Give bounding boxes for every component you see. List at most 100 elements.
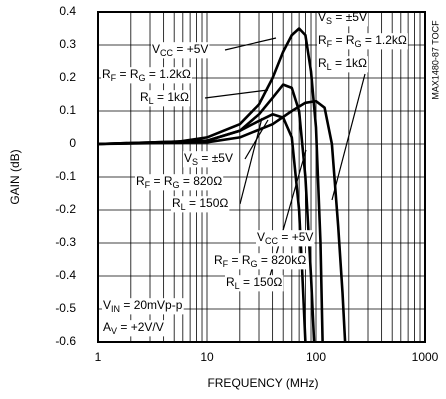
gain-curve: [97, 99, 347, 343]
annotation: RL = 1kΩ: [140, 90, 189, 106]
annotation-background: [256, 230, 315, 247]
y-tick-label: 0.4: [59, 4, 76, 18]
annotation-background: [101, 67, 192, 84]
annotation-text: = +2V/V: [117, 320, 164, 334]
annotation: VIN = 20mVp-p: [103, 298, 183, 314]
annotation: RF = RG = 820kΩ: [214, 253, 306, 269]
y-tick-label: -0.4: [55, 268, 76, 282]
subscript: CC: [265, 236, 278, 246]
annotation-text: = 20mVp-p: [120, 298, 183, 312]
annotation-text: A: [103, 320, 111, 334]
y-tick-label: -0.1: [55, 169, 76, 183]
annotation-background: [102, 320, 165, 337]
subscript: F: [223, 259, 229, 269]
annotation-background: [213, 253, 308, 270]
annotation-background: [317, 10, 368, 27]
subscript: CC: [160, 48, 173, 58]
annotation-background: [225, 275, 284, 292]
y-tick-label: 0.2: [59, 70, 76, 84]
subscript: L: [327, 62, 332, 72]
annotation: RF = RG = 820Ω: [136, 174, 222, 190]
annotation: RF = RG = 1.2kΩ: [102, 67, 191, 83]
annotation-text: V: [318, 10, 326, 24]
annotation-background: [151, 42, 210, 59]
annotation: VS = ±5V: [184, 151, 233, 167]
annotation-background: [139, 90, 191, 107]
annotation-text: V: [152, 42, 160, 56]
y-tick-label: -0.6: [55, 334, 76, 348]
subscript: V: [111, 326, 117, 336]
x-tick-label: 100: [306, 350, 326, 364]
x-tick-label: 10: [200, 350, 214, 364]
annotation: VS = ±5V: [318, 10, 367, 26]
annotation-text: = 1kΩ: [332, 56, 367, 70]
subscript: G: [355, 39, 362, 49]
annotation-text: R: [102, 67, 111, 81]
subscript: S: [192, 157, 198, 167]
annotation-text: = R: [332, 33, 355, 47]
annotation-background: [102, 298, 184, 315]
annotation: RF = RG = 1.2kΩ: [318, 33, 407, 49]
subscript: F: [327, 39, 333, 49]
annotation-text: V: [184, 151, 192, 165]
annotation-text: = +5V: [278, 230, 313, 244]
annotation-background: [171, 196, 230, 213]
annotation-text: = 1.2kΩ: [146, 67, 191, 81]
subscript: F: [145, 180, 151, 190]
subscript: IN: [111, 304, 120, 314]
annotation-text: = ±5V: [332, 10, 367, 24]
pointer-line: [224, 37, 277, 51]
subscript: L: [149, 96, 154, 106]
y-tick-label: -0.2: [55, 202, 76, 216]
subscript: F: [111, 73, 117, 83]
annotation-text: R: [140, 90, 149, 104]
annotation: AV = +2V/V: [103, 320, 164, 336]
annotation-text: = 150Ω: [240, 275, 283, 289]
y-tick-label: -0.3: [55, 235, 76, 249]
annotation-text: R: [226, 275, 235, 289]
y-tick-label: -0.5: [55, 301, 76, 315]
subscript: G: [173, 180, 180, 190]
annotation-text: = R: [150, 174, 173, 188]
y-tick-label: 0: [69, 136, 76, 150]
annotation: RL = 150Ω: [172, 196, 228, 212]
annotation-text: = +5V: [173, 42, 208, 56]
gain-curve: [97, 27, 324, 343]
annotation-text: V: [103, 298, 111, 312]
annotation-text: = 1.2kΩ: [362, 33, 407, 47]
x-tick-label: 1000: [412, 350, 439, 364]
x-tick-label: 1: [95, 350, 102, 364]
y-tick-label: 0.1: [59, 103, 76, 117]
plot-frame: [97, 11, 426, 343]
annotation-text: R: [172, 196, 181, 210]
annotation-text: R: [318, 56, 327, 70]
annotation-text: R: [214, 253, 223, 267]
subscript: S: [326, 16, 332, 26]
y-tick-label: 0.3: [59, 37, 76, 51]
annotation-text: = 820Ω: [180, 174, 223, 188]
annotation-text: = 150Ω: [186, 196, 229, 210]
subscript: L: [235, 281, 240, 291]
annotation: RL = 1kΩ: [318, 56, 367, 72]
annotation-text: R: [318, 33, 327, 47]
annotation: VCC = +5V: [152, 42, 208, 58]
annotation-background: [135, 174, 224, 191]
annotation: VCC = +5V: [257, 230, 313, 246]
y-axis-label: GAIN (dB): [8, 149, 22, 204]
annotation: RL = 150Ω: [226, 275, 282, 291]
annotation-text: = R: [228, 253, 251, 267]
pointer-line: [331, 73, 366, 201]
annotation-text: = R: [116, 67, 139, 81]
annotation-text: = 1kΩ: [154, 90, 189, 104]
x-axis-label: FREQUENCY (MHz): [207, 376, 318, 390]
annotation-text: = 820kΩ: [258, 253, 307, 267]
annotation-background: [317, 56, 369, 73]
annotation-background: [317, 33, 408, 50]
annotation-text: V: [257, 230, 265, 244]
subscript: G: [139, 73, 146, 83]
side-note: MAX1480-87 TOCF: [430, 20, 440, 100]
pointer-line: [239, 117, 263, 205]
subscript: G: [251, 259, 258, 269]
annotation-text: R: [136, 174, 145, 188]
